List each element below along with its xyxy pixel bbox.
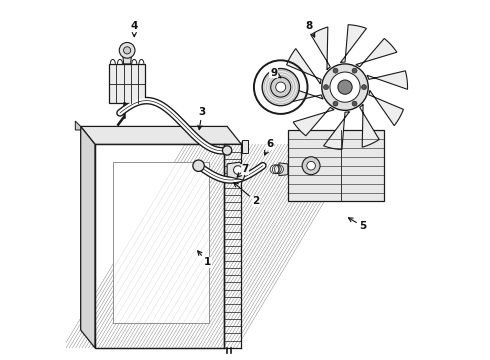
Polygon shape [227, 162, 247, 180]
Polygon shape [293, 107, 334, 136]
Polygon shape [341, 25, 367, 63]
Text: 3: 3 [198, 107, 206, 130]
Polygon shape [113, 162, 209, 323]
Polygon shape [288, 130, 384, 202]
Circle shape [123, 47, 131, 54]
Text: 5: 5 [348, 218, 367, 231]
Circle shape [270, 77, 291, 97]
Polygon shape [360, 104, 379, 147]
Circle shape [193, 160, 204, 171]
Text: 6: 6 [265, 139, 273, 155]
Circle shape [307, 161, 316, 170]
Polygon shape [81, 126, 95, 348]
Text: 1: 1 [197, 251, 211, 267]
Polygon shape [279, 163, 288, 176]
Circle shape [333, 68, 338, 73]
Polygon shape [109, 64, 145, 103]
Polygon shape [311, 27, 330, 70]
Polygon shape [123, 55, 131, 64]
Polygon shape [75, 121, 81, 130]
Circle shape [234, 166, 242, 174]
Circle shape [352, 101, 357, 106]
Circle shape [338, 80, 352, 94]
Polygon shape [369, 90, 403, 126]
Text: 8: 8 [306, 21, 315, 37]
Circle shape [323, 85, 328, 90]
Polygon shape [287, 49, 321, 84]
Text: 7: 7 [237, 164, 249, 177]
Circle shape [330, 72, 360, 102]
Text: 9: 9 [270, 68, 281, 78]
Polygon shape [95, 144, 223, 348]
Text: 4: 4 [130, 21, 138, 37]
Circle shape [222, 146, 232, 155]
Polygon shape [283, 85, 323, 103]
Circle shape [333, 101, 338, 106]
Circle shape [352, 68, 357, 73]
Polygon shape [81, 126, 242, 144]
Circle shape [276, 82, 286, 92]
Polygon shape [367, 71, 408, 89]
Circle shape [119, 42, 135, 58]
Polygon shape [356, 39, 397, 67]
Text: 2: 2 [234, 183, 259, 206]
Circle shape [362, 85, 367, 90]
Polygon shape [242, 140, 248, 153]
Circle shape [302, 157, 320, 175]
Circle shape [322, 64, 368, 111]
Polygon shape [323, 112, 349, 149]
Circle shape [262, 68, 299, 106]
